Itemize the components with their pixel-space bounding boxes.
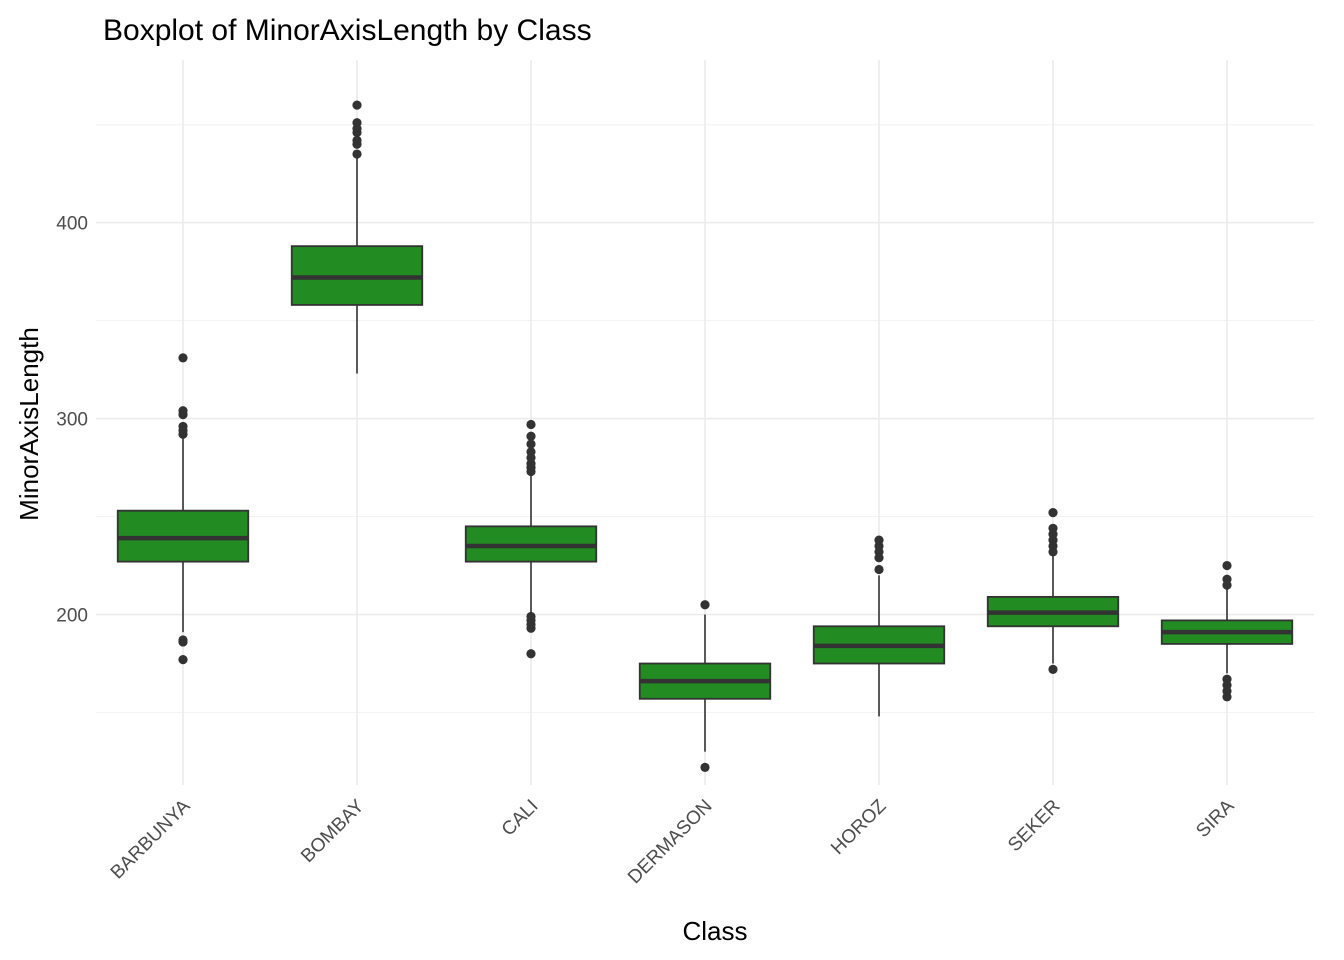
outlier-point <box>526 431 536 441</box>
outlier-point <box>526 447 536 457</box>
outlier-point <box>178 654 188 665</box>
outlier-point <box>526 419 536 430</box>
outlier-point <box>1048 664 1058 674</box>
outlier-point <box>178 635 188 645</box>
outlier-point <box>178 353 188 363</box>
outlier-point <box>700 600 710 610</box>
x-tick-label: SEKER <box>1004 796 1064 856</box>
outlier-point <box>1222 574 1232 584</box>
x-tick-label: BARBUNYA <box>107 795 195 883</box>
outlier-point <box>526 439 536 449</box>
x-tick-label: BOMBAY <box>297 795 369 867</box>
outlier-point <box>874 535 884 545</box>
y-axis: 200 300 400 <box>56 214 88 627</box>
outlier-point <box>352 100 362 110</box>
box-barbunya <box>116 353 250 665</box>
x-tick-label: SIRA <box>1192 795 1238 841</box>
x-tick-label: HOROZ <box>827 795 891 859</box>
outlier-point <box>874 564 884 575</box>
y-tick-label: 200 <box>56 606 88 627</box>
x-tick-label: CALI <box>498 796 543 841</box>
y-tick-label: 300 <box>56 410 88 431</box>
outlier-point <box>1048 523 1058 533</box>
outlier-point <box>178 421 188 432</box>
outlier-point <box>1048 508 1058 518</box>
outlier-point <box>526 649 536 659</box>
box-bombay <box>290 100 424 374</box>
outlier-point <box>1222 674 1232 684</box>
box-horoz <box>812 535 946 717</box>
outlier-point <box>352 118 362 128</box>
box-dermason <box>638 600 772 772</box>
outlier-point <box>178 406 188 416</box>
outlier-point <box>352 149 362 159</box>
outlier-point <box>1222 560 1232 571</box>
x-axis-title: Class <box>682 916 747 946</box>
outlier-point <box>700 762 710 772</box>
outlier-point <box>352 135 362 145</box>
x-tick-label: DERMASON <box>624 796 716 888</box>
box-seker <box>986 508 1120 674</box>
chart-title: Boxplot of MinorAxisLength by Class <box>103 14 592 47</box>
y-axis-title: MinorAxisLength <box>14 327 44 521</box>
x-axis: BARBUNYA BOMBAY CALI DERMASON HOROZ SEKER SIRA <box>107 795 1239 888</box>
box-cali <box>464 419 598 659</box>
boxes <box>116 100 1294 772</box>
box-sira <box>1160 560 1294 702</box>
y-tick-label: 400 <box>56 214 88 235</box>
outlier-point <box>526 611 536 622</box>
